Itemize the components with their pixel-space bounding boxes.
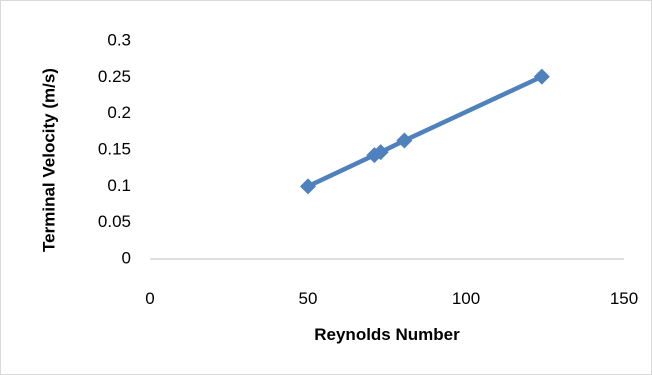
x-axis-title: Reynolds Number <box>314 325 460 344</box>
y-tick-label: 0 <box>122 248 131 267</box>
y-tick-labels: 0 0.05 0.1 0.15 0.2 0.25 0.3 <box>98 30 131 267</box>
y-axis-title: Terminal Velocity (m/s) <box>39 68 58 252</box>
data-point-marker <box>396 132 413 149</box>
y-tick-label: 0.15 <box>98 139 131 158</box>
plot-area <box>300 68 550 195</box>
x-tick-label: 100 <box>452 289 480 308</box>
y-tick-label: 0.1 <box>107 176 131 195</box>
y-tick-label: 0.25 <box>98 67 131 86</box>
data-point-marker <box>533 68 550 85</box>
x-tick-label: 50 <box>299 289 318 308</box>
x-tick-label: 0 <box>145 289 154 308</box>
data-point-marker <box>300 178 316 195</box>
x-tick-label: 150 <box>610 289 638 308</box>
y-tick-label: 0.3 <box>107 30 131 49</box>
y-axis-title-group: Terminal Velocity (m/s) <box>39 68 58 252</box>
data-point-marker <box>372 144 389 161</box>
y-tick-label: 0.2 <box>107 103 131 122</box>
x-tick-labels: 0 50 100 150 <box>145 289 638 308</box>
y-tick-label: 0.05 <box>98 212 131 231</box>
